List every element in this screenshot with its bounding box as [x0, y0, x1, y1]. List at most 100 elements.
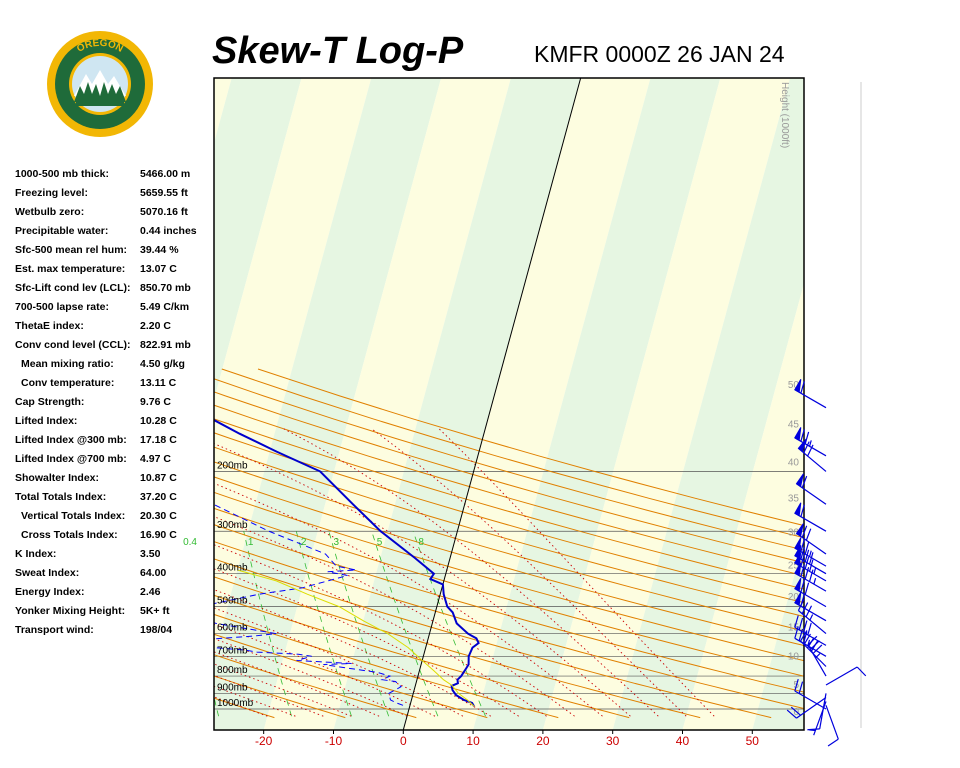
moist-adiabats [214, 428, 715, 717]
height-axis-label: Height (1000ft) [779, 82, 790, 148]
mixing-ratio-label: 3 [334, 537, 340, 548]
isotherm-band [333, 78, 581, 730]
index-label: Lifted Index @700 mb: [15, 453, 127, 465]
pressure-label: 500mb [217, 596, 248, 607]
isotherm-band [473, 78, 721, 730]
height-label: 20 [788, 592, 800, 603]
index-value: 13.07 C [140, 263, 177, 275]
dry-adiabat [257, 368, 804, 527]
isotherm-bands [214, 78, 960, 730]
barb-flag [805, 528, 812, 541]
index-value: 5K+ ft [140, 605, 170, 617]
wind-barb [794, 562, 827, 592]
barb-flag [801, 525, 808, 538]
index-value: 850.70 mb [140, 282, 191, 294]
height-label: 45 [788, 420, 800, 431]
moist-adiabat [214, 623, 436, 717]
barb-half-flag [809, 614, 814, 621]
barb-flag [807, 728, 820, 731]
moist-adiabat [214, 482, 603, 717]
wind-barb [794, 379, 827, 409]
wind-barb [794, 427, 827, 457]
isotherm-band [822, 78, 960, 730]
index-value: 37.20 C [140, 491, 177, 503]
moist-adiabat [214, 675, 324, 717]
barb-shaft [794, 626, 827, 646]
index-value: 822.91 mb [140, 339, 191, 351]
barb-pennant [794, 502, 802, 517]
x-tick-label: -20 [255, 734, 273, 748]
barb-flag [804, 582, 810, 595]
x-tick-label: 40 [676, 734, 690, 748]
dewpoint-trace [214, 504, 404, 706]
index-label: 700-500 lapse rate: [15, 301, 109, 313]
index-value: 16.90 C [140, 529, 177, 541]
index-label: Lifted Index: [15, 415, 78, 427]
dry-adiabat [214, 378, 804, 551]
isotherm-band [214, 78, 372, 657]
parcel-trace [237, 569, 475, 707]
index-label: 1000-500 mb thick: [15, 168, 109, 180]
oregon-forestry-logo: OREGON DEPARTMENT OF FORESTRY [47, 31, 153, 137]
wind-barb [794, 678, 827, 710]
dry-adiabats [214, 368, 804, 719]
index-value: 5466.00 m [140, 168, 191, 180]
index-label: Mean mixing ratio: [21, 358, 114, 370]
dry-adiabat [214, 654, 417, 719]
barb-flag [800, 564, 805, 577]
wind-barb [797, 438, 827, 472]
barb-shaft [794, 637, 827, 657]
mixing-ratio-line [412, 531, 486, 717]
index-value: 10.87 C [140, 472, 177, 484]
barb-shaft [807, 644, 827, 677]
index-value: 4.50 g/kg [140, 358, 185, 370]
mixing-ratio-line [214, 695, 219, 717]
x-axis-ticks: -20 -10 0 10 20 30 40 50 [255, 730, 759, 748]
barb-flag [800, 381, 805, 394]
barb-half-flag [808, 550, 812, 557]
wind-barb [786, 697, 827, 719]
wind-barb [794, 537, 827, 567]
index-label: Energy Index: [15, 586, 85, 598]
index-label: Precipitable water: [15, 225, 109, 237]
isotherm-band [542, 78, 791, 730]
barb-pennant [794, 592, 802, 607]
index-label: Est. max temperature: [15, 263, 126, 275]
barb-flag [800, 504, 805, 517]
dry-adiabat [214, 675, 346, 719]
isotherm-band [403, 78, 651, 730]
index-label: Sfc-Lift cond lev (LCL): [15, 282, 131, 294]
index-label: Sweat Index: [15, 567, 80, 579]
index-value: 5.49 C/km [140, 301, 190, 313]
mixing-ratio-line [243, 531, 292, 717]
temperature-trace [214, 418, 480, 707]
moist-adiabat [214, 544, 547, 717]
wind-barb [800, 630, 827, 667]
barb-flag [803, 441, 810, 454]
pressure-label: 400mb [217, 563, 248, 574]
dry-adiabat [214, 491, 804, 662]
dry-adiabat [221, 368, 804, 539]
barb-flag [827, 738, 839, 747]
station-time-label: KMFR 0000Z 26 JAN 24 [534, 41, 785, 67]
logo-top-text: OREGON [75, 38, 125, 55]
moist-adiabat [214, 516, 575, 717]
barb-flag [798, 681, 804, 694]
barb-flag [808, 569, 814, 582]
mixing-ratio-lines [214, 531, 486, 717]
height-label: 40 [788, 457, 800, 468]
barb-flag [804, 431, 810, 444]
index-label: Transport wind: [15, 624, 94, 636]
pressure-label: 300mb [217, 520, 248, 531]
mixing-ratio-label: 5 [377, 537, 383, 548]
wind-barb [825, 666, 867, 686]
index-label: Showalter Index: [15, 472, 100, 484]
barb-flag [800, 429, 805, 442]
barb-flag [801, 475, 808, 488]
height-label: 50 [788, 380, 800, 391]
chart-title: Skew-T Log-P [212, 30, 464, 72]
dry-adiabat [214, 613, 559, 719]
sounding-traces [214, 418, 480, 707]
wind-barb [794, 577, 827, 608]
barb-flag [810, 640, 819, 652]
